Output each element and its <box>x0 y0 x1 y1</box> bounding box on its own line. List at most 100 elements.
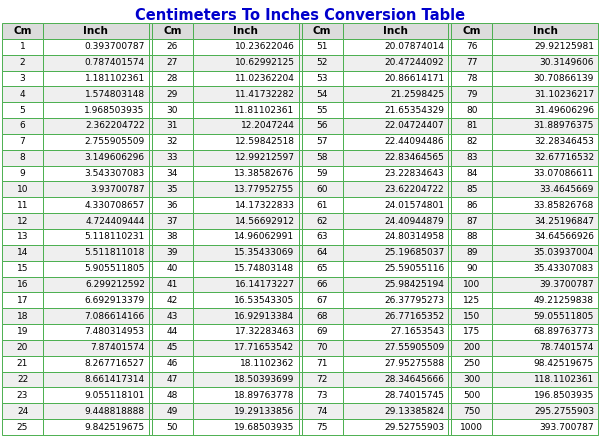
Bar <box>149 403 152 419</box>
Bar <box>149 356 152 371</box>
Bar <box>302 356 343 371</box>
Text: 1: 1 <box>20 42 25 51</box>
Bar <box>299 261 302 276</box>
Bar <box>193 245 299 261</box>
Bar <box>493 181 598 197</box>
Bar <box>299 388 302 403</box>
Bar <box>493 213 598 229</box>
Text: 24.80314958: 24.80314958 <box>384 233 444 241</box>
Bar <box>193 324 299 340</box>
Bar <box>149 150 152 166</box>
Bar <box>149 388 152 403</box>
Text: 17: 17 <box>17 296 28 305</box>
Text: 27.1653543: 27.1653543 <box>390 328 444 336</box>
Bar <box>152 276 193 293</box>
Bar <box>193 71 299 86</box>
Bar <box>302 197 343 213</box>
Bar <box>451 23 493 39</box>
Text: 34.64566926: 34.64566926 <box>534 233 594 241</box>
Bar <box>299 39 302 55</box>
Text: 30.70866139: 30.70866139 <box>533 74 594 83</box>
Text: 22.44094486: 22.44094486 <box>385 138 444 146</box>
Text: 83: 83 <box>466 153 478 162</box>
Bar <box>302 324 343 340</box>
Bar <box>149 419 152 435</box>
Text: 47: 47 <box>167 375 178 384</box>
Bar <box>451 276 493 293</box>
Text: 5: 5 <box>20 106 25 115</box>
Bar <box>193 166 299 181</box>
Text: 35.03937004: 35.03937004 <box>534 248 594 257</box>
Bar <box>451 388 493 403</box>
Text: 8.267716527: 8.267716527 <box>85 359 145 368</box>
Bar <box>343 86 448 102</box>
Bar <box>43 356 149 371</box>
Bar <box>43 293 149 308</box>
Text: 78.7401574: 78.7401574 <box>539 343 594 352</box>
Bar <box>152 39 193 55</box>
Bar <box>299 293 302 308</box>
Bar <box>43 71 149 86</box>
Text: 31: 31 <box>167 121 178 131</box>
Text: 4.330708657: 4.330708657 <box>85 201 145 210</box>
Text: 175: 175 <box>463 328 481 336</box>
Bar <box>193 197 299 213</box>
Bar <box>193 308 299 324</box>
Text: 23.22834643: 23.22834643 <box>385 169 444 178</box>
Bar <box>2 419 43 435</box>
Bar <box>299 71 302 86</box>
Bar <box>2 181 43 197</box>
Bar <box>299 324 302 340</box>
Text: 87: 87 <box>466 216 478 226</box>
Bar <box>2 86 43 102</box>
Bar <box>343 71 448 86</box>
Text: 17.71653542: 17.71653542 <box>235 343 295 352</box>
Bar <box>299 23 302 39</box>
Bar <box>451 86 493 102</box>
Bar <box>493 356 598 371</box>
Bar <box>343 213 448 229</box>
Text: 31.88976375: 31.88976375 <box>533 121 594 131</box>
Text: 1.181102361: 1.181102361 <box>85 74 145 83</box>
Bar <box>451 55 493 71</box>
Bar <box>302 134 343 150</box>
Text: 4.724409444: 4.724409444 <box>85 216 145 226</box>
Bar <box>343 308 448 324</box>
Bar <box>152 166 193 181</box>
Bar <box>149 324 152 340</box>
Text: 39: 39 <box>167 248 178 257</box>
Text: 77: 77 <box>466 58 478 67</box>
Bar <box>193 388 299 403</box>
Bar <box>448 55 451 71</box>
Text: 70: 70 <box>316 343 328 352</box>
Text: 80: 80 <box>466 106 478 115</box>
Text: 5.118110231: 5.118110231 <box>85 233 145 241</box>
Bar <box>152 371 193 388</box>
Bar <box>193 134 299 150</box>
Bar <box>448 166 451 181</box>
Bar <box>193 86 299 102</box>
Bar <box>152 86 193 102</box>
Bar <box>152 71 193 86</box>
Bar <box>152 23 193 39</box>
Text: 31.10236217: 31.10236217 <box>534 90 594 99</box>
Text: 34.25196847: 34.25196847 <box>534 216 594 226</box>
Text: 27: 27 <box>167 58 178 67</box>
Text: 18: 18 <box>17 312 28 321</box>
Bar <box>493 197 598 213</box>
Bar <box>2 308 43 324</box>
Bar <box>493 340 598 356</box>
Text: 67: 67 <box>316 296 328 305</box>
Bar <box>193 181 299 197</box>
Text: 21: 21 <box>17 359 28 368</box>
Bar <box>149 245 152 261</box>
Text: Inch: Inch <box>233 26 258 36</box>
Text: 43: 43 <box>167 312 178 321</box>
Text: 2.362204722: 2.362204722 <box>85 121 145 131</box>
Text: 393.700787: 393.700787 <box>539 423 594 431</box>
Bar <box>451 181 493 197</box>
Text: 13.38582676: 13.38582676 <box>234 169 295 178</box>
Bar <box>302 308 343 324</box>
Bar <box>343 197 448 213</box>
Bar <box>149 181 152 197</box>
